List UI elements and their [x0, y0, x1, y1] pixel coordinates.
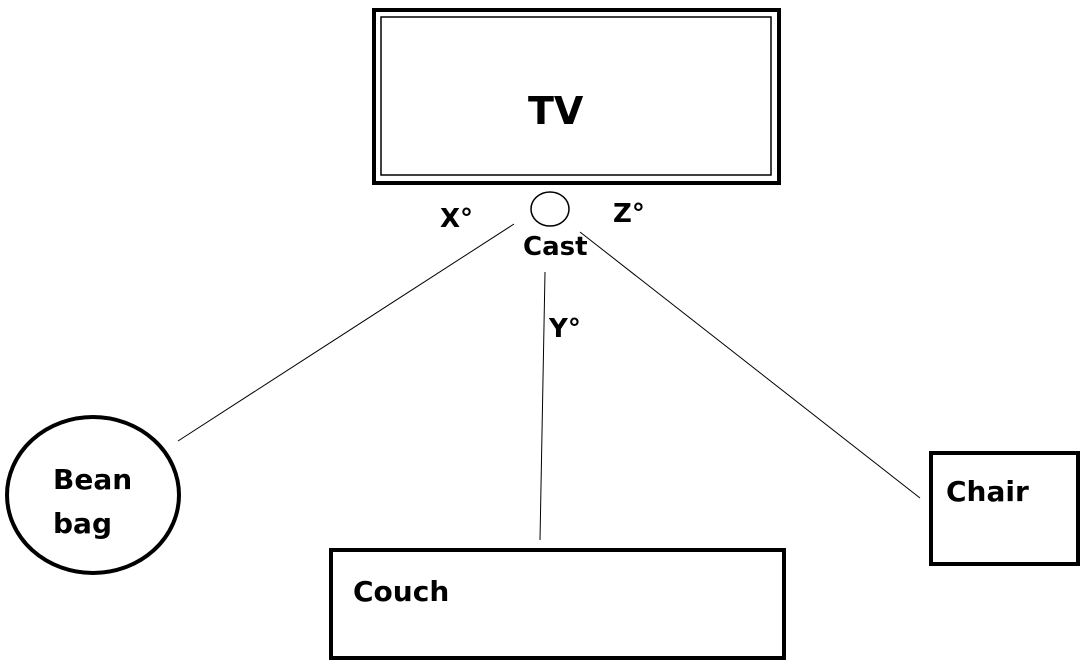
chair-shape [929, 451, 1080, 566]
chair-label: Chair [946, 475, 1029, 508]
beanbag-label: Bean bag [53, 463, 133, 540]
cast-device-icon [530, 191, 570, 227]
couch-shape [329, 548, 786, 660]
couch-label: Couch [353, 575, 450, 608]
tv-label: TV [528, 89, 584, 133]
tv-inner-frame [380, 16, 772, 176]
line-cast-to-couch [539, 271, 546, 541]
tv-outer-frame [372, 8, 781, 185]
angle-y-label: Y° [549, 314, 581, 344]
cast-label: Cast [523, 232, 588, 262]
line-cast-to-beanbag [177, 223, 515, 442]
angle-z-label: Z° [613, 199, 645, 229]
beanbag-shape [5, 415, 181, 575]
angle-x-label: X° [440, 204, 474, 234]
line-cast-to-chair [579, 231, 921, 499]
